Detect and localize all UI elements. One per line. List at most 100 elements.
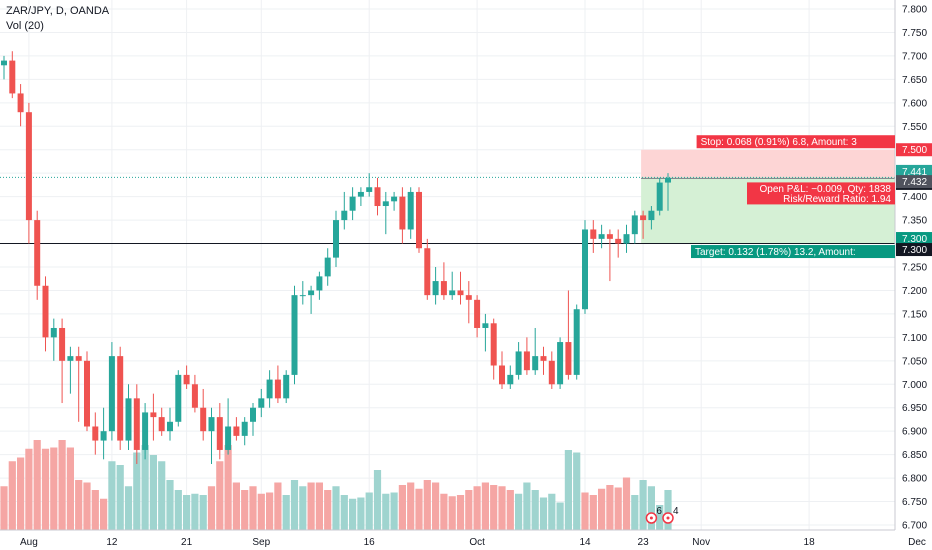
candle-body (341, 210, 348, 221)
candle (67, 346, 74, 394)
candle-body (92, 426, 99, 441)
candle-body (366, 187, 373, 192)
candle-body (457, 290, 464, 296)
x-tick-labels: Aug 12 21 Sep 16 Oct 14 23 Nov 18 Dec (20, 537, 926, 548)
candle-body (316, 276, 323, 291)
volume-bar (249, 486, 257, 530)
stop-label: Stop: 0.068 (0.91%) 6.8, Amount: 3 (696, 135, 895, 149)
y-tick-label: 7.550 (902, 122, 927, 133)
volume-bar (124, 486, 133, 530)
target-label: Target: 0.132 (1.78%) 13.2, Amount: (691, 245, 895, 259)
candle-body (424, 248, 431, 296)
volume-bar (481, 482, 489, 530)
pnl-label-bg (747, 182, 895, 205)
candle (573, 304, 580, 380)
candle (623, 224, 630, 253)
volume-bar (589, 495, 597, 530)
volume-bar (448, 496, 456, 530)
volume-bar (365, 492, 373, 530)
y-tick-label: 7.150 (902, 309, 927, 320)
candle-body (656, 182, 663, 211)
stop-label-text: Stop: 0.068 (0.91%) 6.8, Amount: 3 (701, 137, 858, 148)
candle (490, 318, 497, 380)
volume-bar (631, 495, 639, 530)
candle (59, 318, 66, 404)
volume-bar (58, 440, 66, 530)
volume-bar (614, 487, 622, 530)
candle-body (499, 365, 505, 385)
price-axis-badge-text: 7.500 (902, 145, 927, 156)
volume-bar (357, 497, 365, 530)
price-axis-badge-bg (896, 164, 932, 178)
candle (266, 370, 273, 408)
candle (391, 191, 398, 211)
candle-body (324, 257, 331, 277)
candle-body (407, 191, 414, 230)
candle (474, 295, 481, 338)
volume-bars (0, 440, 672, 530)
candle (92, 412, 99, 455)
y-tick-label: 7.350 (902, 216, 927, 227)
volume-bar (307, 482, 315, 530)
volume-bar (598, 488, 606, 530)
volume-bar (664, 490, 672, 530)
volume-bar (622, 477, 631, 530)
volume-bar (216, 461, 224, 530)
candle (333, 210, 339, 267)
candle-body (557, 342, 564, 385)
candle (640, 210, 647, 239)
x-tick-label: Aug (20, 537, 38, 548)
target-label-bg (691, 245, 895, 259)
volume-bar (290, 480, 299, 530)
candle-body (374, 187, 381, 207)
candle-body (158, 417, 165, 432)
candle-body (590, 229, 597, 239)
event-marker: 6 (645, 506, 662, 524)
x-tick-label: 23 (638, 537, 650, 548)
price-axis-badge: 7.300 (896, 232, 932, 246)
y-tick-label: 7.000 (902, 380, 927, 391)
y-tick-label: 7.100 (902, 333, 927, 344)
candle-body (465, 295, 472, 300)
y-tick-label: 7.250 (902, 263, 927, 274)
volume-bar (398, 485, 406, 530)
candle-body (50, 327, 57, 338)
candle (142, 403, 149, 460)
stop-label-bg (696, 135, 895, 149)
volume-bar (158, 461, 166, 530)
candle-body (42, 285, 49, 338)
candle-body (623, 234, 630, 244)
candle (125, 384, 132, 450)
y-tick-label: 7.650 (902, 75, 927, 86)
candle (283, 370, 290, 404)
candle (582, 220, 588, 314)
candle (374, 177, 381, 216)
candle-body (440, 281, 447, 296)
candle-body (357, 191, 364, 197)
volume-bar (415, 488, 423, 530)
y-tick-label: 7.600 (902, 98, 927, 109)
x-tick-label: Dec (908, 537, 926, 548)
candle-body (9, 60, 16, 94)
candle (233, 417, 240, 441)
x-tick-label: Oct (469, 537, 485, 548)
candle-body (59, 327, 66, 361)
candle (416, 187, 422, 253)
candle (42, 276, 49, 352)
candle (1, 55, 7, 80)
candle-body (266, 379, 273, 399)
volume-bar (50, 447, 58, 530)
volume-bar (332, 486, 340, 530)
volume-bar (183, 495, 191, 530)
candle-body (515, 351, 522, 375)
candle (117, 346, 124, 450)
candle-body (142, 412, 149, 450)
event-marker-dot (649, 516, 653, 520)
volume-bar (432, 482, 440, 530)
candle (17, 84, 24, 127)
price-axis-badge-text: 7.300 (902, 234, 927, 245)
candle-body (648, 210, 655, 221)
x-tick-label: Nov (692, 537, 710, 548)
candle (34, 210, 41, 300)
